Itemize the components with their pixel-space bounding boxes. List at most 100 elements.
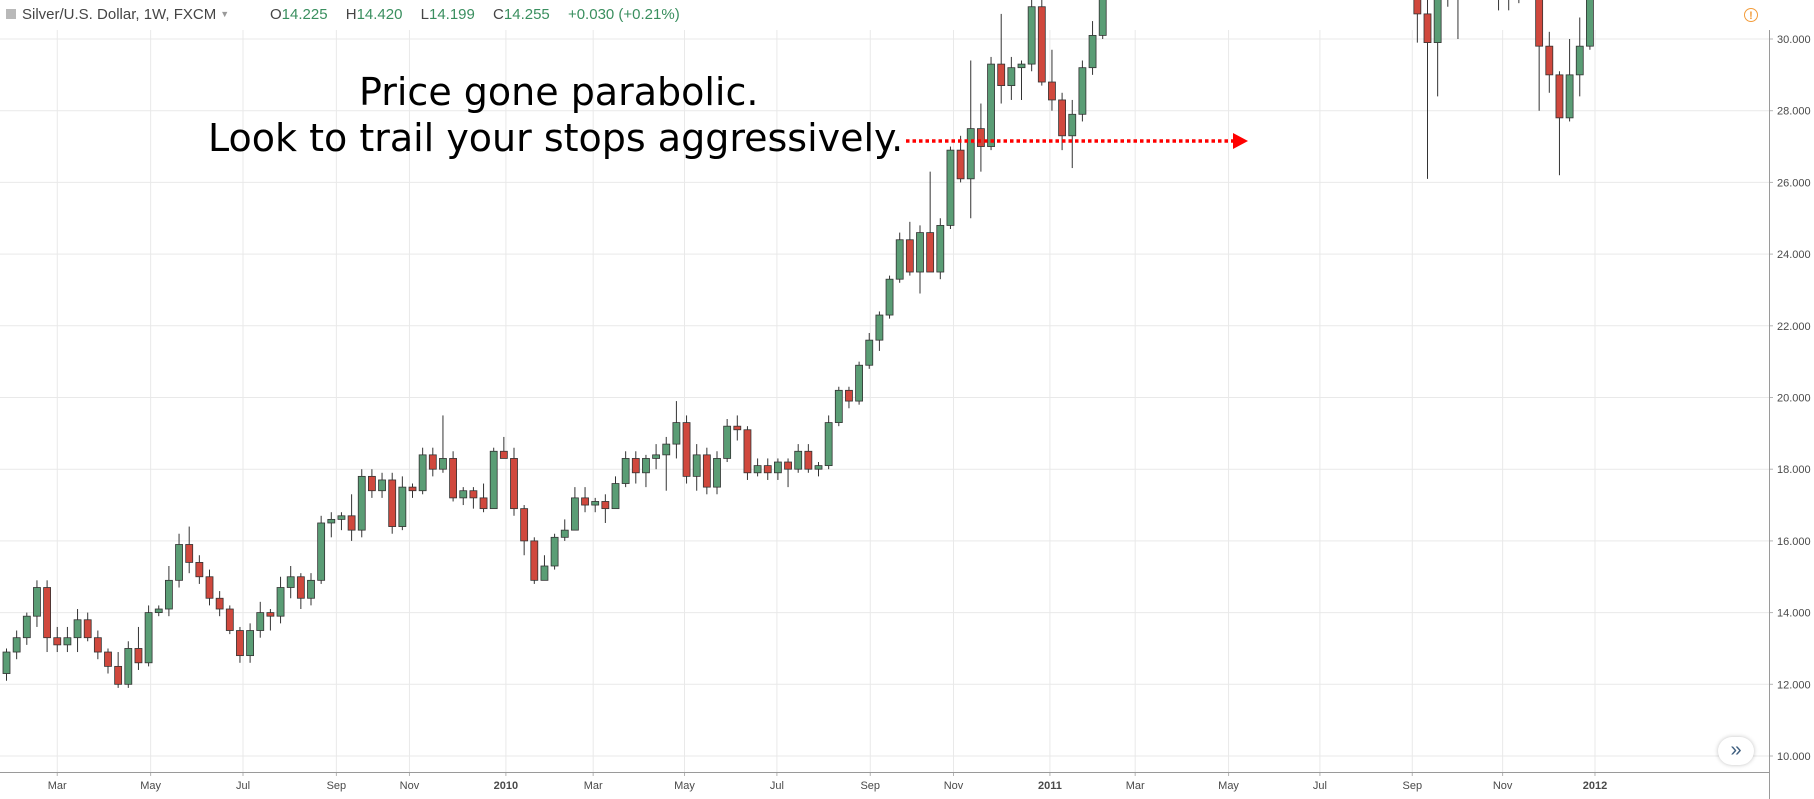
x-tick-label: 2011: [1038, 780, 1062, 792]
candle-down: [469, 487, 478, 509]
candle-up: [540, 555, 549, 581]
candle-body: [266, 612, 275, 617]
candle-body: [936, 225, 945, 273]
candle-body: [621, 458, 630, 484]
candle-body: [530, 540, 539, 581]
candle-down: [367, 469, 376, 498]
symbol-title[interactable]: Silver/U.S. Dollar, 1W, FXCM ▼: [22, 6, 229, 23]
candle-up: [489, 447, 498, 510]
candle-up: [662, 436, 671, 491]
candle-down: [1037, 0, 1046, 86]
high-value: 14.420: [356, 6, 403, 23]
x-tick-label: May: [1218, 780, 1239, 792]
candle-up: [824, 415, 833, 470]
candle-up: [713, 451, 721, 495]
candle-down: [1413, 0, 1422, 43]
y-tick-label: 14.000: [1777, 608, 1811, 620]
candle-body: [784, 461, 792, 470]
candle-body: [439, 458, 447, 470]
symbol-square-icon[interactable]: [6, 9, 16, 19]
candle-up: [1447, 0, 1449, 7]
candle-down: [1508, 0, 1510, 11]
candle-down: [347, 494, 356, 541]
candle-up: [1098, 0, 1107, 39]
candle-up: [439, 415, 447, 473]
candle-body: [307, 579, 315, 599]
candle-up: [276, 576, 285, 624]
candle-body: [337, 515, 346, 520]
candle-down: [1048, 49, 1056, 111]
candle-body: [682, 422, 691, 477]
y-axis[interactable]: 10.000 12.000 14.000 16.000 18.000 20.000 22.0…: [1769, 0, 1811, 799]
candle-body: [1433, 0, 1442, 43]
candle-body: [560, 529, 569, 538]
candle-up: [246, 623, 255, 663]
candle-body: [946, 149, 955, 226]
candle-up: [1027, 0, 1036, 72]
candle-body: [611, 483, 620, 510]
x-tick-label: May: [140, 780, 161, 792]
candle-up: [946, 146, 955, 230]
candle-up: [794, 444, 803, 473]
candle-up: [642, 454, 650, 488]
x-tick-label: Sep: [327, 780, 347, 792]
candle-down: [1457, 0, 1459, 39]
candle-down: [804, 444, 813, 473]
candle-body: [1007, 67, 1016, 87]
ohlc-readout: O14.225 H14.420 L14.199 C14.255 +0.030 (…: [270, 6, 680, 23]
candle-up: [418, 447, 427, 495]
candle-down: [1498, 0, 1500, 11]
candle-body: [1575, 45, 1584, 76]
candle-down: [1535, 0, 1544, 111]
candle-body: [571, 497, 579, 531]
candle-up: [936, 218, 945, 280]
candle-body: [510, 458, 518, 510]
high-label: H: [345, 6, 357, 23]
candle-up: [2, 648, 11, 681]
candle-body: [195, 562, 204, 578]
candle-up: [550, 533, 559, 570]
scroll-to-realtime-button[interactable]: »: [1718, 737, 1754, 765]
candle-down: [134, 626, 143, 670]
low-value: 14.199: [428, 6, 475, 23]
candle-body: [723, 425, 732, 459]
candle-body: [53, 637, 62, 646]
candle-body: [834, 389, 843, 423]
x-tick-label: 2012: [1583, 780, 1607, 792]
candle-up: [1088, 21, 1097, 75]
candle-body: [215, 597, 224, 610]
candle-up: [987, 56, 995, 151]
x-tick-label: Jul: [1313, 780, 1327, 792]
candle-down: [530, 537, 539, 584]
candle-down: [449, 451, 458, 502]
candle-body: [662, 443, 671, 456]
candle-body: [753, 465, 762, 474]
candle-down: [479, 483, 488, 513]
candle-body: [1037, 6, 1046, 83]
candle-body: [43, 587, 51, 639]
candle-body: [2, 651, 11, 674]
candle-body: [987, 63, 995, 147]
candle-down: [266, 609, 275, 631]
x-tick-label: Sep: [1402, 780, 1422, 792]
warning-icon[interactable]: !: [1744, 8, 1758, 22]
candle-up: [73, 609, 82, 653]
candle-up: [286, 565, 295, 599]
candle-down: [296, 573, 305, 610]
candle-up: [317, 515, 326, 584]
chart-header: Silver/U.S. Dollar, 1W, FXCM ▼ O14.225 H1…: [0, 0, 1814, 30]
candle-body: [966, 128, 975, 180]
candle-body: [327, 518, 336, 524]
candle-up: [398, 476, 407, 531]
candles: [2, 0, 1594, 688]
candle-body: [672, 422, 681, 445]
y-tick-label: 24.000: [1777, 249, 1811, 261]
candle-body: [93, 637, 102, 653]
chevron-down-icon[interactable]: ▼: [220, 9, 230, 19]
candle-down: [743, 426, 752, 480]
symbol-title-text: Silver/U.S. Dollar, 1W, FXCM: [22, 6, 217, 23]
candle-body: [469, 490, 478, 499]
candle-body: [1027, 6, 1036, 65]
candle-up: [154, 605, 163, 617]
